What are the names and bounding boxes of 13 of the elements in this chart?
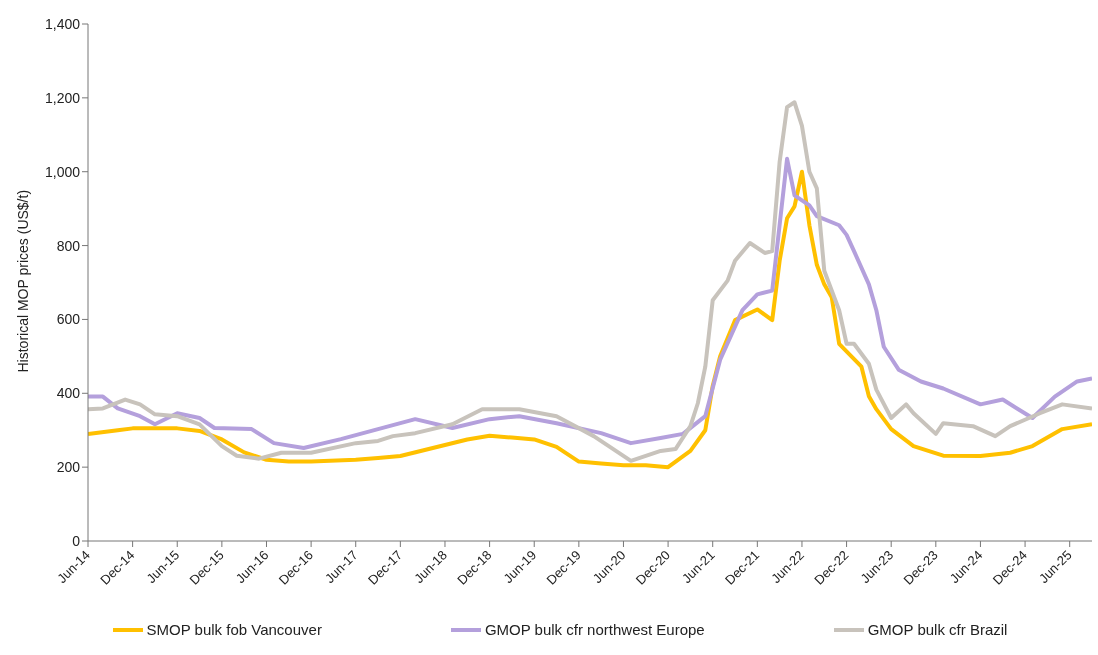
y-axis-title: Historical MOP prices (US$/t): [14, 189, 31, 373]
y-tick-label: 400: [56, 385, 81, 402]
y-tick-label: 200: [56, 459, 81, 476]
line-series: [88, 100, 1092, 463]
legend-label: GMOP bulk cfr Brazil: [866, 621, 1008, 638]
legend-label: GMOP bulk cfr northwest Europe: [483, 621, 705, 638]
y-tick-label: 1,200: [44, 89, 81, 106]
legend-label: SMOP bulk fob Vancouver: [145, 621, 322, 638]
y-tick-label: 800: [56, 237, 81, 254]
y-tick-label: 1,000: [44, 163, 81, 180]
y-tick-label: 600: [56, 311, 81, 328]
y-tick-label: 1,400: [44, 15, 81, 32]
y-tick-label: 0: [72, 532, 81, 549]
